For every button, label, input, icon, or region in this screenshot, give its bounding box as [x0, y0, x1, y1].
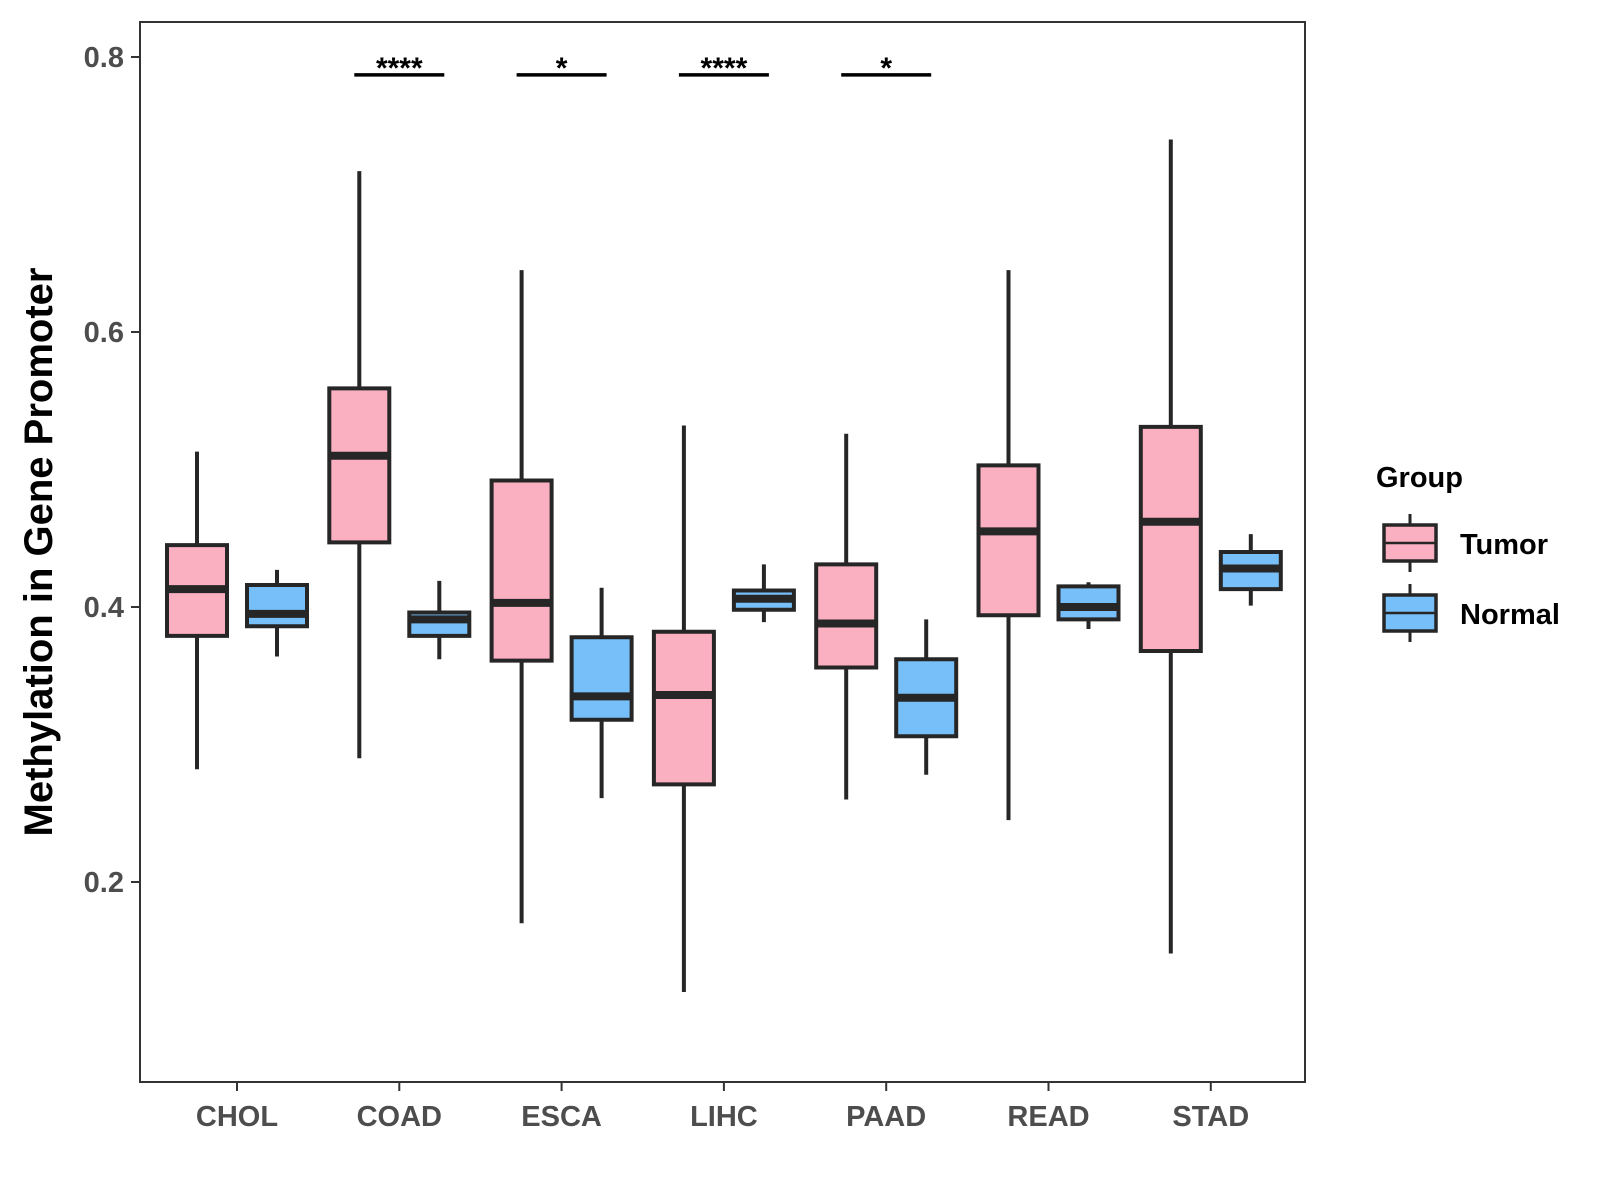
legend-entry-label: Normal [1460, 599, 1560, 631]
normal-box-esca [569, 587, 634, 799]
legend-entry-normal: Normal [1382, 584, 1560, 642]
tumor-box-chol [165, 451, 229, 770]
tumor-box-paad [814, 433, 879, 800]
normal-box-stad [1218, 534, 1283, 606]
y-tick-label: 0.8 [84, 42, 124, 74]
tumor-box-esca [489, 270, 554, 924]
normal-box-body [1056, 584, 1121, 622]
significance-label: * [556, 52, 568, 85]
normal-box-chol [245, 569, 309, 657]
normal-box-coad [407, 580, 472, 660]
tumor-box-body [327, 386, 392, 545]
tumor-box-body [814, 562, 879, 670]
y-tick-label: 0.4 [84, 592, 124, 624]
x-tick-label: READ [1007, 1101, 1089, 1133]
normal-box-body [569, 635, 634, 722]
box-series [165, 139, 1283, 992]
x-tick-label: LIHC [690, 1101, 758, 1133]
legend-title: Group [1376, 462, 1463, 494]
x-tick-label: COAD [357, 1101, 442, 1133]
tumor-box-body [976, 463, 1041, 618]
legend-entries: Tumor Normal [1382, 514, 1560, 642]
normal-box-paad [894, 619, 959, 775]
x-tick-label: CHOL [196, 1101, 278, 1133]
y-tick-label: 0.6 [84, 317, 124, 349]
y-tick-label: 0.2 [84, 867, 124, 899]
normal-box-read [1056, 582, 1121, 629]
y-axis: 0.2 0.4 0.6 0.8 [84, 42, 140, 899]
normal-box-body [245, 583, 309, 629]
plot-panel [139, 21, 1306, 1083]
tumor-box-read [976, 270, 1041, 821]
x-tick-label: STAD [1172, 1101, 1249, 1133]
y-axis-title: Methylation in Gene Promoter [17, 268, 61, 837]
tumor-box-body [651, 629, 716, 787]
significance-label: **** [701, 52, 748, 85]
legend-entry-tumor: Tumor [1382, 514, 1548, 572]
legend-entry-label: Tumor [1460, 529, 1548, 561]
x-tick-label: PAAD [846, 1101, 926, 1133]
normal-box-lihc [731, 564, 796, 623]
legend: Group Tumor Normal [1376, 462, 1560, 642]
significance-annotations: **** * **** * [354, 52, 932, 85]
tumor-box-stad [1138, 139, 1203, 954]
x-axis: CHOL COAD ESCA LIHC PAAD READ STAD [196, 1082, 1249, 1133]
x-tick-label: ESCA [521, 1101, 602, 1133]
tumor-box-coad [327, 171, 392, 759]
tumor-box-body [489, 478, 554, 663]
significance-label: * [880, 52, 892, 85]
tumor-box-lihc [651, 425, 716, 992]
tumor-box-body [1138, 424, 1203, 653]
significance-label: **** [376, 52, 423, 85]
